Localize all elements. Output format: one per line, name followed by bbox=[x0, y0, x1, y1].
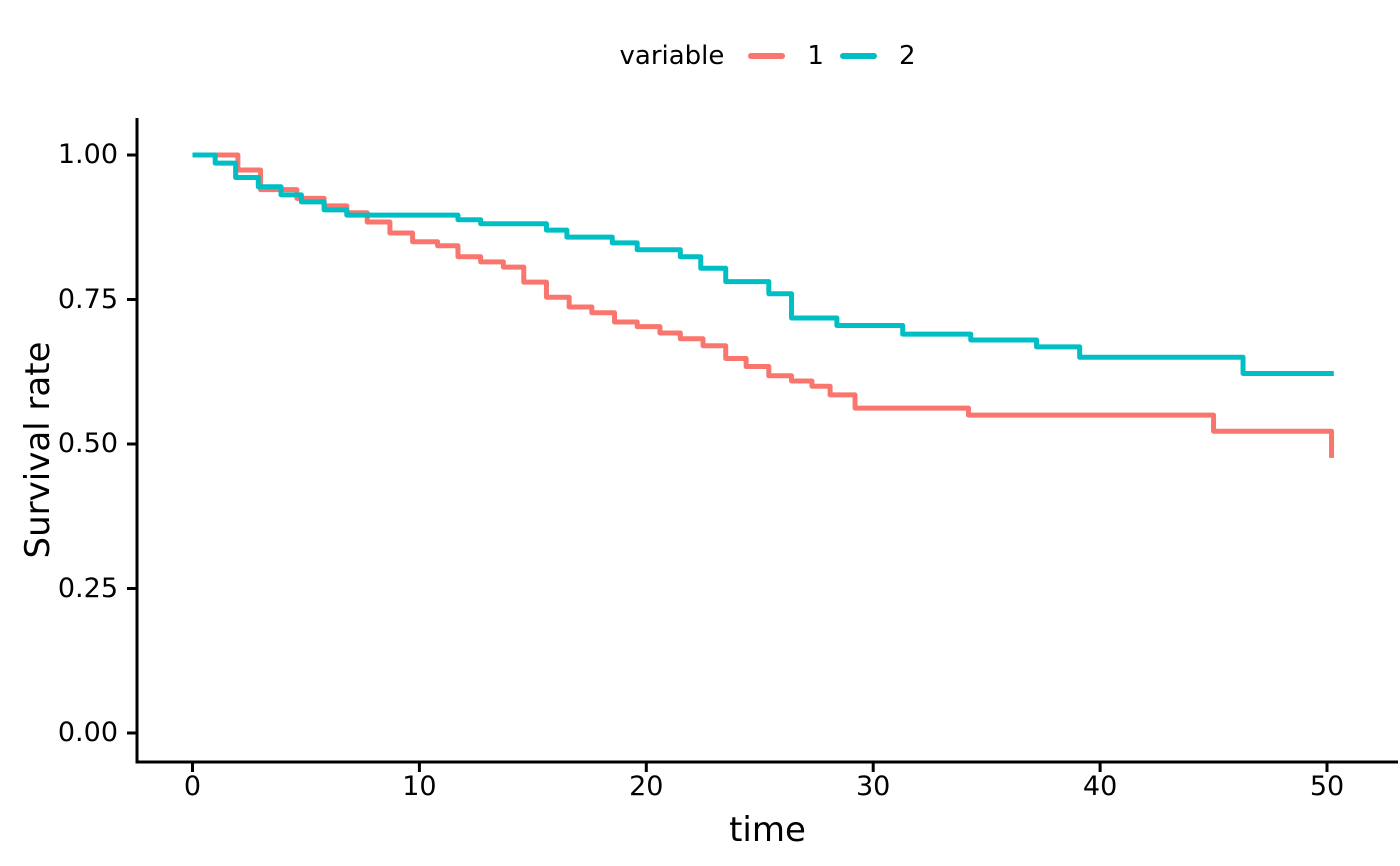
survival-curve-1 bbox=[192, 152, 1335, 458]
x-axis-title: time bbox=[729, 810, 806, 850]
legend-label-2: 2 bbox=[898, 41, 916, 71]
survival-curve-2 bbox=[192, 152, 1334, 376]
legend-item-2: 2 bbox=[839, 38, 916, 74]
legend-item-1: 1 bbox=[748, 38, 824, 74]
legend: variable 1 2 bbox=[137, 38, 1398, 74]
legend-title: variable bbox=[619, 41, 725, 71]
y-axis-title: Survival rate bbox=[18, 341, 58, 559]
legend-key-line-icon bbox=[748, 53, 786, 59]
legend-label-1: 1 bbox=[807, 41, 824, 71]
legend-key-line-icon bbox=[839, 53, 877, 59]
